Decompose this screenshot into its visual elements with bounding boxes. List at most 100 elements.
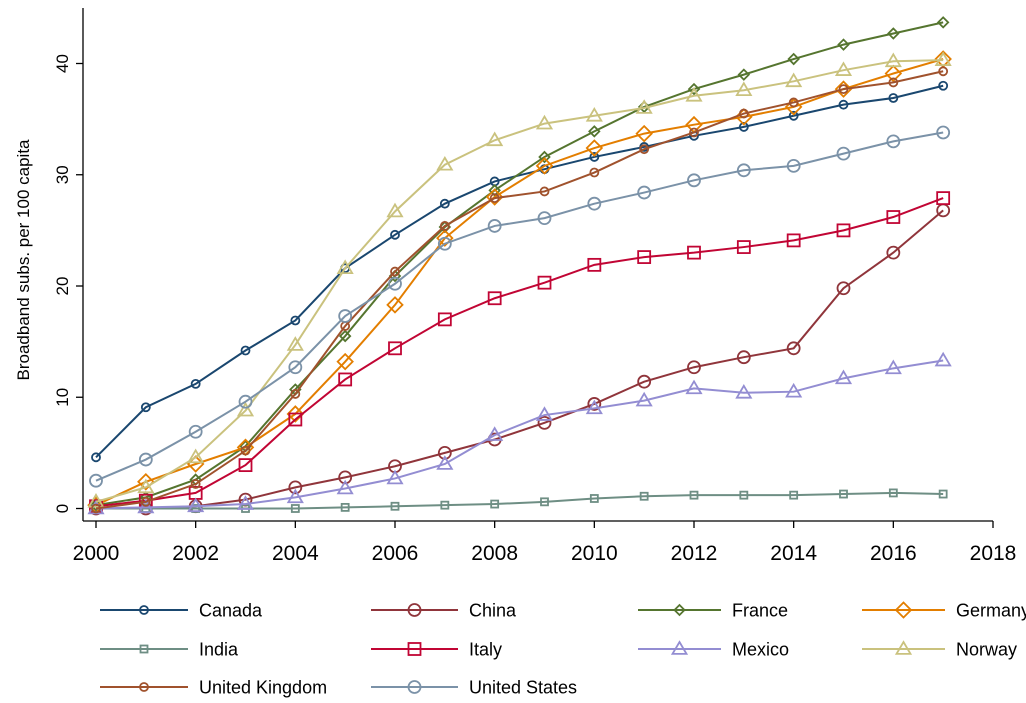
data-point-china: [587, 397, 602, 411]
data-point-germany: [485, 188, 504, 206]
data-point-germany: [535, 157, 554, 175]
data-point-india: [340, 502, 350, 512]
data-point-norway: [187, 448, 205, 464]
legend-item-italy: Italy: [371, 640, 502, 660]
data-point-france: [588, 125, 601, 138]
data-point-united-states: [138, 452, 153, 467]
legend-label: United States: [469, 678, 577, 698]
data-point-china: [338, 470, 353, 485]
legend-item-china: China: [371, 601, 517, 621]
series-line-italy: [95, 197, 944, 508]
data-point-united-states: [437, 236, 452, 251]
y-axis-label: Broadband subs. per 100 capita: [14, 139, 33, 381]
legend-swatch-marker: [673, 603, 686, 617]
data-point-mexico: [735, 384, 753, 399]
data-point-china: [437, 445, 452, 460]
data-point-italy: [637, 250, 652, 264]
data-point-united-states: [338, 309, 353, 323]
data-point-united-states: [487, 219, 502, 233]
data-point-united-states: [388, 276, 402, 291]
data-point-united-states: [188, 424, 203, 439]
data-point-germany: [436, 229, 454, 247]
x-tick-label: 2012: [671, 542, 718, 565]
data-point-france: [936, 16, 950, 29]
data-point-norway: [336, 259, 354, 275]
data-point-india: [938, 489, 948, 499]
data-point-india: [789, 490, 799, 500]
data-point-india: [839, 489, 848, 499]
data-point-norway: [785, 72, 803, 88]
data-point-india: [490, 499, 500, 509]
data-point-mexico: [884, 359, 902, 375]
data-point-germany: [884, 64, 903, 83]
legend-label: United Kingdom: [199, 678, 327, 698]
legend-item-canada: Canada: [100, 601, 263, 621]
data-point-germany: [834, 80, 853, 98]
data-point-italy: [338, 372, 353, 387]
data-point-italy: [936, 191, 951, 206]
data-point-united-kingdom: [489, 193, 500, 204]
data-point-united-kingdom: [390, 266, 400, 277]
series-india: [91, 488, 948, 513]
legend-swatch-marker: [139, 644, 149, 654]
x-tick-label: 2004: [272, 542, 319, 565]
data-point-united-kingdom: [838, 84, 849, 94]
data-point-italy: [587, 257, 602, 272]
data-point-germany: [635, 124, 653, 143]
data-point-canada: [738, 122, 749, 132]
data-point-canada: [788, 110, 799, 121]
data-point-united-states: [238, 394, 253, 409]
data-point-china: [288, 480, 303, 495]
legend-label: France: [732, 601, 788, 621]
series-norway: [87, 51, 952, 508]
data-point-india: [739, 490, 749, 500]
series-layer: [87, 16, 952, 516]
legend-swatch-marker: [894, 640, 913, 655]
series-canada: [91, 80, 949, 463]
data-point-india: [589, 494, 599, 503]
data-point-norway: [486, 131, 504, 147]
data-point-china: [637, 374, 652, 389]
legend-label: Germany: [956, 601, 1026, 621]
data-point-united-kingdom: [290, 389, 301, 399]
data-point-france: [488, 184, 501, 197]
data-point-italy: [886, 210, 901, 224]
data-point-mexico: [386, 469, 404, 485]
series-line-mexico: [95, 359, 944, 510]
series-united-kingdom: [91, 66, 949, 514]
data-point-mexico: [834, 369, 853, 385]
y-tick-label: 40: [53, 54, 72, 73]
data-point-mexico: [137, 498, 155, 514]
data-point-italy: [487, 291, 502, 306]
data-point-france: [887, 27, 900, 40]
data-point-france: [737, 68, 751, 81]
legend-label: China: [469, 601, 517, 621]
data-point-canada: [888, 93, 899, 103]
data-point-united-states: [537, 211, 552, 226]
series-united-states: [89, 125, 951, 488]
data-point-india: [290, 504, 300, 513]
series-line-india: [96, 491, 944, 510]
legend-swatch-marker: [407, 603, 422, 617]
x-tick-label: 2016: [870, 542, 917, 565]
data-point-united-states: [89, 473, 103, 488]
data-point-italy: [836, 223, 851, 238]
legend-item-france: France: [638, 601, 788, 621]
data-point-mexico: [585, 399, 603, 415]
data-point-mexico: [486, 426, 504, 441]
x-tick-label: 2018: [970, 542, 1017, 565]
x-tick-label: 2002: [172, 542, 219, 565]
data-point-canada: [838, 99, 849, 110]
x-tick-label: 2014: [770, 542, 817, 565]
data-point-norway: [386, 202, 404, 218]
data-point-india: [440, 500, 450, 510]
data-point-india: [390, 501, 400, 511]
data-point-canada: [190, 378, 201, 389]
series-italy: [89, 191, 951, 514]
axes-layer: 2000 2002 2004 2006 2008 2010 2012 2014 2016 2018…: [14, 8, 1016, 565]
data-point-united-states: [288, 360, 303, 375]
legend-swatch-marker: [894, 601, 913, 619]
legend-item-mexico: Mexico: [638, 640, 789, 660]
